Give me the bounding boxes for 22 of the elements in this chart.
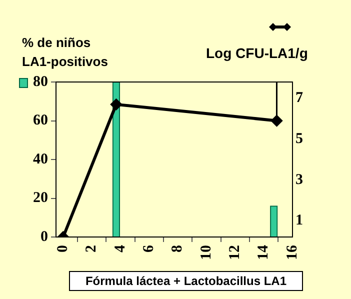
point	[271, 115, 282, 126]
y-tick-label: 80	[33, 74, 48, 90]
x-tick-label: 8	[170, 245, 186, 252]
point	[110, 98, 122, 110]
y2-tick-label: 1	[296, 212, 303, 229]
y-tick-label: 40	[33, 151, 48, 168]
y2-axis-title: Log CFU-LA1/g	[206, 45, 308, 61]
y-axis-title: % de niños LA1-positivos	[22, 34, 109, 71]
y2-tick-label: 7	[296, 90, 304, 106]
x-tick-label: 0	[55, 245, 72, 252]
y2-tick-label: 5	[296, 130, 303, 147]
x-tick-label: 4	[112, 244, 128, 252]
x-tick-label: 2	[84, 245, 100, 252]
y2-tick-label: 3	[296, 172, 303, 188]
x-tick-label: 12	[227, 245, 244, 260]
x-tick-label: 6	[141, 244, 158, 252]
x-tick-label: 16	[284, 244, 300, 260]
y-tick-label: 20	[33, 190, 48, 206]
x-tick-label: 10	[198, 245, 214, 260]
y-tick-label: 60	[33, 112, 48, 129]
x-tick-label: 14	[256, 244, 272, 260]
x-axis-title: Fórmula láctea + Lactobacillus LA1	[69, 271, 303, 291]
